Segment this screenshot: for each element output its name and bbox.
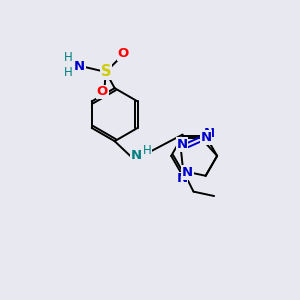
Text: N: N xyxy=(177,138,188,151)
Text: N: N xyxy=(130,149,142,162)
Text: N: N xyxy=(74,60,85,73)
Text: O: O xyxy=(118,47,129,60)
Text: H: H xyxy=(143,143,152,157)
Text: N: N xyxy=(200,131,211,144)
Text: H: H xyxy=(64,66,73,79)
Text: O: O xyxy=(97,85,108,98)
Text: S: S xyxy=(100,64,111,80)
Text: H: H xyxy=(64,51,73,64)
Text: N: N xyxy=(182,166,193,179)
Text: N: N xyxy=(204,128,215,140)
Text: N: N xyxy=(176,172,188,185)
